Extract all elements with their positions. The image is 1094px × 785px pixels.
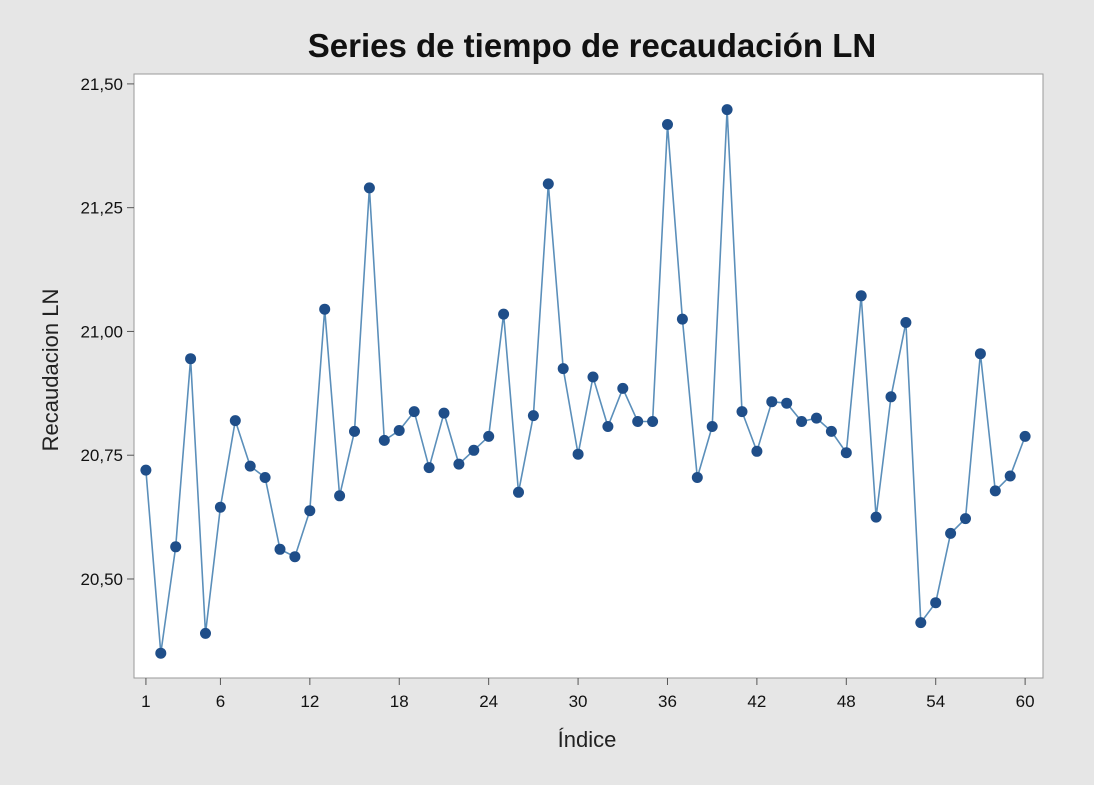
- data-point: [781, 397, 793, 409]
- data-point: [214, 501, 226, 513]
- x-axis-label: Índice: [558, 727, 617, 752]
- data-point: [1004, 470, 1016, 482]
- data-point: [945, 527, 957, 539]
- data-point: [200, 627, 211, 639]
- axes: 1 6 12 18 24 30 36 42 48 54 60 20,50 20,75 21,00 21,25…: [80, 75, 1034, 711]
- y-tick-label: 21,25: [80, 199, 123, 218]
- data-point: [349, 425, 360, 437]
- data-point: [140, 464, 152, 476]
- data-point: [870, 511, 882, 523]
- y-tick-label: 21,50: [80, 75, 123, 94]
- data-point: [796, 416, 808, 427]
- data-point: [930, 597, 942, 609]
- x-tick-label: 6: [216, 692, 225, 711]
- data-point: [393, 425, 405, 436]
- data-point: [647, 416, 659, 427]
- data-point: [468, 444, 480, 456]
- data-point: [662, 119, 673, 130]
- x-tick-label: 12: [300, 692, 319, 711]
- data-point: [855, 290, 867, 302]
- data-point: [572, 448, 584, 460]
- y-tick-label: 20,75: [80, 446, 123, 465]
- data-point: [244, 460, 256, 472]
- data-point: [408, 406, 420, 418]
- data-point: [840, 447, 852, 459]
- data-point: [960, 513, 971, 525]
- data-point: [676, 313, 688, 325]
- data-point: [751, 445, 763, 457]
- data-point: [602, 421, 614, 432]
- data-point: [483, 430, 495, 442]
- data-point: [527, 410, 539, 422]
- y-tick-label: 21,00: [80, 322, 123, 341]
- data-point: [766, 396, 778, 408]
- data-point: [915, 617, 927, 629]
- x-tick-label: 60: [1016, 692, 1035, 711]
- data-point: [289, 551, 301, 563]
- data-point: [498, 308, 510, 320]
- y-tick-label: 20,50: [80, 570, 123, 589]
- data-point: [423, 462, 435, 474]
- data-point: [185, 353, 197, 365]
- data-point: [438, 407, 450, 419]
- series-layer: [140, 104, 1031, 659]
- x-tick-label: 36: [658, 692, 677, 711]
- data-point: [542, 178, 554, 190]
- x-tick-label: 42: [747, 692, 766, 711]
- data-point: [378, 434, 390, 446]
- data-point: [453, 458, 465, 470]
- data-point: [632, 416, 644, 427]
- data-point: [706, 421, 718, 432]
- data-point: [691, 472, 703, 483]
- x-tick-label: 30: [569, 692, 588, 711]
- data-point: [617, 382, 629, 394]
- x-tick-label: 54: [926, 692, 945, 711]
- data-point: [170, 541, 182, 553]
- data-point: [825, 425, 837, 437]
- data-point: [989, 485, 1001, 497]
- data-point: [513, 486, 524, 498]
- data-point: [974, 348, 986, 360]
- x-tick-label: 48: [837, 692, 856, 711]
- data-point: [587, 371, 599, 383]
- data-point: [304, 505, 316, 517]
- data-point: [155, 647, 167, 659]
- chart-title: Series de tiempo de recaudación LN: [308, 27, 877, 64]
- data-point: [274, 543, 286, 555]
- data-point: [363, 182, 375, 194]
- data-point: [811, 412, 822, 424]
- data-point: [229, 415, 241, 427]
- data-point: [885, 391, 897, 403]
- data-point: [259, 472, 271, 483]
- data-point: [900, 317, 912, 328]
- x-tick-label: 18: [390, 692, 409, 711]
- data-point: [319, 303, 331, 315]
- data-point: [721, 104, 733, 116]
- y-axis-label: Recaudacion LN: [38, 289, 63, 452]
- data-point: [1019, 430, 1031, 442]
- data-point: [736, 406, 748, 418]
- data-point: [334, 490, 346, 502]
- x-tick-label: 1: [141, 692, 150, 711]
- data-point: [557, 363, 569, 375]
- x-tick-label: 24: [479, 692, 498, 711]
